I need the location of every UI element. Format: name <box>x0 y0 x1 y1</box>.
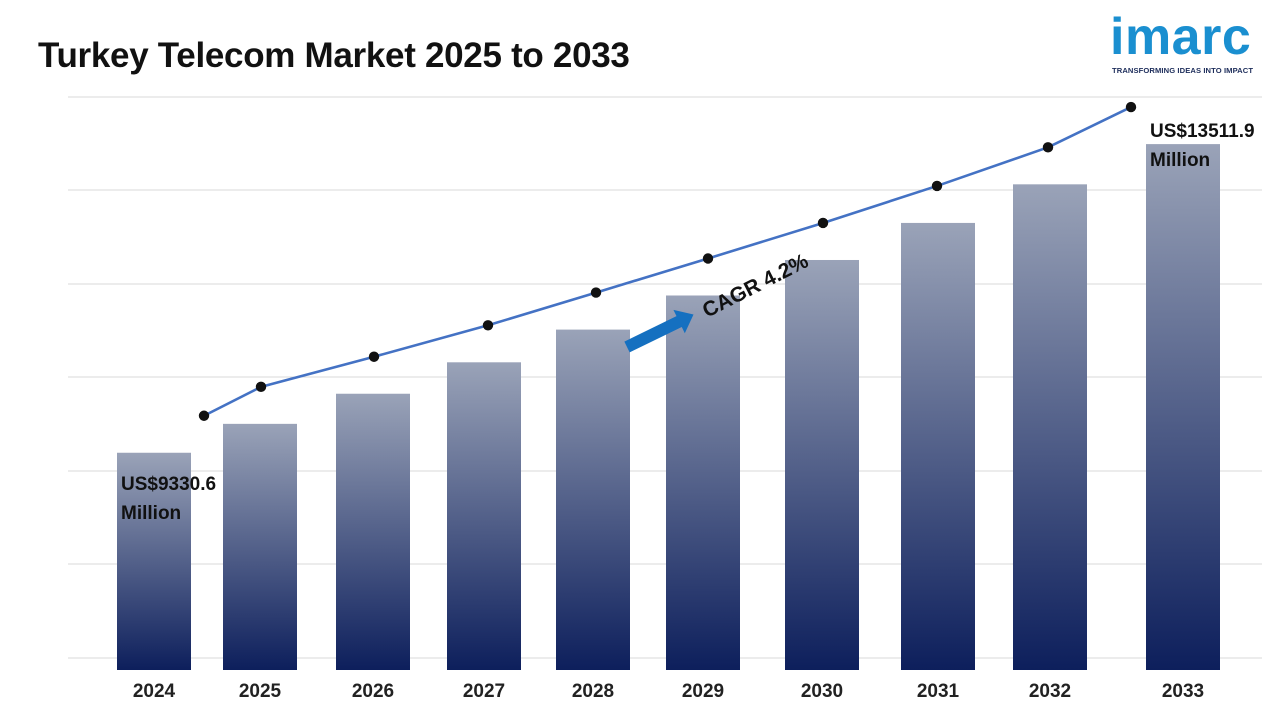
x-tick-label-2027: 2027 <box>463 681 505 702</box>
bar-2027 <box>447 362 521 670</box>
trend-point-2026 <box>368 351 380 362</box>
bar-2031 <box>901 222 975 670</box>
trend-line <box>203 105 1132 417</box>
bar-2025 <box>223 423 297 670</box>
logo-wordmark: imarc <box>1110 8 1252 66</box>
end-value-unit: Million <box>1150 150 1210 171</box>
bar-2024 <box>117 452 191 670</box>
chart-title: Turkey Telecom Market 2025 to 2033 <box>38 36 630 75</box>
trend-point-2024 <box>198 410 210 421</box>
x-tick-label-2026: 2026 <box>352 681 394 702</box>
logo-tagline: TRANSFORMING IDEAS INTO IMPACT <box>1112 66 1254 75</box>
bars <box>117 144 1220 670</box>
trend-point-2025 <box>255 381 267 393</box>
bar-2030 <box>785 259 859 670</box>
start-value-unit: Million <box>121 503 181 524</box>
x-tick-label-2025: 2025 <box>239 681 282 702</box>
end-value-label: US$13511.9 <box>1150 121 1255 142</box>
imarc-logo: imarc TRANSFORMING IDEAS INTO IMPACT <box>1110 6 1274 78</box>
cagr-arrow-icon <box>624 309 694 353</box>
x-tick-label-2024: 2024 <box>133 681 176 702</box>
bar-2028 <box>556 329 630 670</box>
trend-point-2030 <box>817 217 829 229</box>
trend-point-2028 <box>590 287 602 298</box>
trend-point-2032 <box>1042 142 1054 153</box>
bar-2026 <box>336 393 410 670</box>
bar-2032 <box>1013 184 1087 670</box>
bar-2033 <box>1146 144 1220 670</box>
trend-point-2031 <box>931 180 943 192</box>
trend-point-2033 <box>1125 101 1137 113</box>
x-tick-label-2028: 2028 <box>572 681 614 702</box>
trend-point-2027 <box>482 320 494 331</box>
x-tick-label-2029: 2029 <box>682 681 724 702</box>
x-tick-label-2032: 2032 <box>1029 681 1071 702</box>
x-tick-label-2030: 2030 <box>801 681 843 702</box>
trend-point-2029 <box>702 253 714 264</box>
trend-line-layer <box>198 101 1137 421</box>
x-tick-labels: 2024 2025 2026 2027 2028 2029 2030 2031 2032 2033 <box>133 681 1204 702</box>
x-tick-label-2033: 2033 <box>1162 681 1204 702</box>
bar-2029 <box>666 295 740 670</box>
x-tick-label-2031: 2031 <box>917 681 960 702</box>
start-value-label: US$9330.6 <box>121 474 216 495</box>
